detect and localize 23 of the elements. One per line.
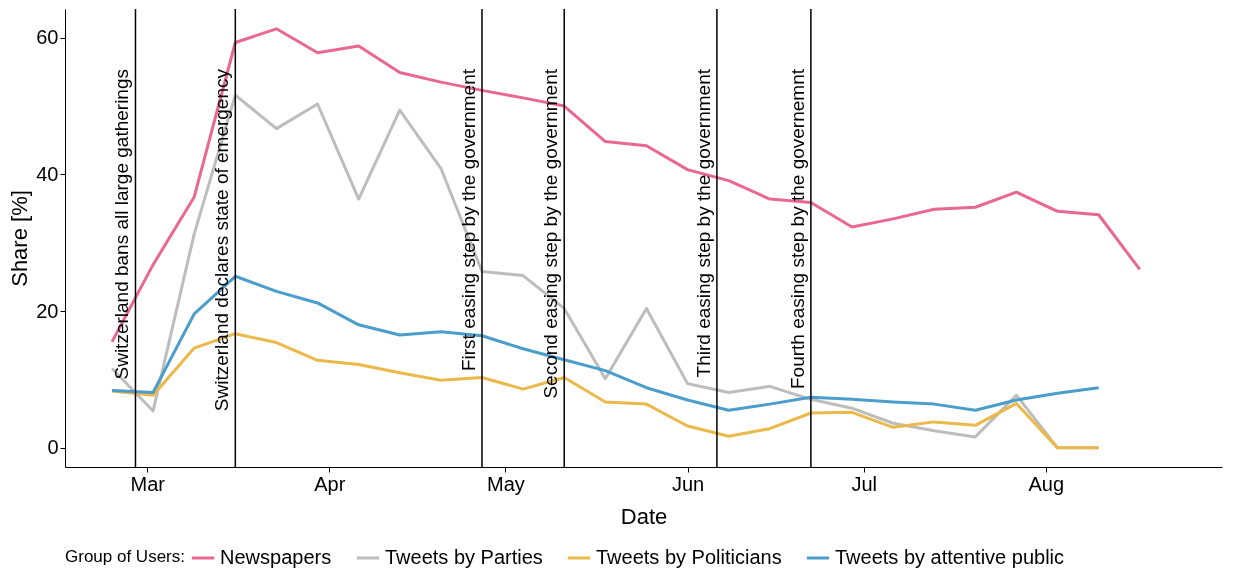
- y-tick-label: 60: [36, 26, 59, 49]
- ref-line-label: Fourth easing step by the governemnt: [786, 68, 808, 390]
- legend-title: Group of Users:: [65, 547, 185, 566]
- legend-label: Tweets by Parties: [385, 546, 543, 568]
- legend-label: Tweets by Politicians: [596, 546, 782, 568]
- x-axis-title: Date: [620, 503, 668, 529]
- ref-line-label: First easing step by the government: [457, 68, 479, 372]
- legend-label: Newspapers: [220, 546, 332, 568]
- y-tick-label: 40: [36, 162, 59, 185]
- x-tick-label: Jun: [671, 472, 705, 495]
- x-tick-label: Apr: [314, 472, 346, 495]
- y-axis-title: Share [%]: [7, 190, 33, 287]
- legend-label: Tweets by attentive public: [835, 546, 1065, 568]
- ref-line-label: Switzerland bans all large gatherings: [111, 69, 133, 380]
- ref-line-label: Switzerland declares state of emergency: [211, 68, 233, 412]
- x-tick-label: May: [487, 472, 525, 495]
- y-tick-label: 20: [36, 299, 59, 322]
- ref-line-label: Second easing step by the government: [540, 68, 562, 399]
- y-tick-label: 0: [47, 436, 59, 459]
- x-tick-label: Aug: [1028, 472, 1065, 495]
- x-tick-label: Jul: [851, 472, 878, 495]
- ref-line-label: Third easing step by the government: [692, 68, 714, 378]
- x-tick-label: Mar: [130, 472, 166, 495]
